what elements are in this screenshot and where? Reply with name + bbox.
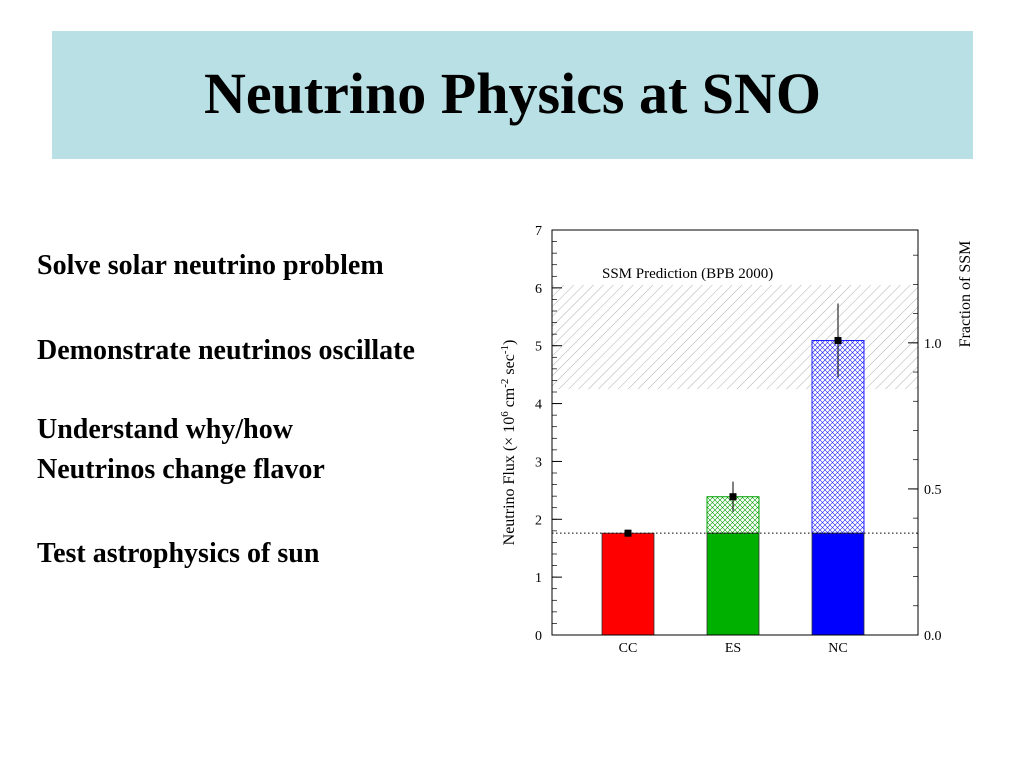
bullet-item: Solve solar neutrino problem [37, 250, 384, 281]
category-label-es: ES [725, 641, 741, 656]
y-tick-label: 3 [535, 455, 542, 470]
y-axis-label: Neutrino Flux (× 106 cm-2 sec-1) [499, 340, 518, 546]
y-tick-label: 1 [535, 571, 542, 586]
frame-layer [551, 229, 919, 636]
title-bar: Neutrino Physics at SNO [52, 31, 973, 159]
y-tick-label: 2 [535, 513, 542, 528]
ssm-label-bg [600, 262, 830, 283]
bar-solid-nc [811, 532, 865, 636]
points-layer [624, 303, 842, 537]
flux-chart-svg: SSM Prediction (BPB 2000) 0 1 2 3 4 5 6 7 0.0 0.5… [499, 224, 974, 656]
data-point-es [729, 493, 737, 501]
plot-frame [551, 229, 919, 636]
labels-layer: CC ES NC Neutrino Flux (× 106 cm-2 sec-1) Fr… [499, 241, 974, 656]
y-tick-label: 7 [535, 224, 542, 239]
y2-tick-label: 1.0 [924, 337, 942, 352]
data-point-cc [624, 529, 632, 537]
y-tick-label: 5 [535, 340, 542, 355]
bar-solid-cc [601, 532, 655, 636]
bullet-item: Understand why/how [37, 414, 293, 445]
data-point-nc [834, 337, 842, 345]
slide-title: Neutrino Physics at SNO [203, 60, 822, 126]
bullet-item: Neutrinos change flavor [37, 454, 325, 485]
bullet-item: Demonstrate neutrinos oscillate [37, 335, 415, 366]
y2-tick-label: 0.5 [924, 483, 942, 498]
y-tick-label: 0 [535, 629, 542, 644]
flux-chart: SSM Prediction (BPB 2000) 0 1 2 3 4 5 6 7 0.0 0.5… [490, 210, 990, 670]
axes-layer: 0 1 2 3 4 5 6 7 0.0 0.5 1.0 [535, 224, 942, 644]
bar-solid-es [706, 532, 760, 636]
ssm-band-label: SSM Prediction (BPB 2000) [602, 266, 773, 282]
category-label-cc: CC [619, 641, 638, 656]
y-tick-label: 4 [535, 398, 542, 413]
y2-axis-label: Fraction of SSM [957, 241, 974, 348]
bars-layer [601, 340, 865, 636]
y-tick-label: 6 [535, 282, 542, 297]
category-label-nc: NC [828, 641, 847, 656]
bullet-item: Test astrophysics of sun [37, 538, 320, 569]
y2-tick-label: 0.0 [924, 629, 942, 644]
